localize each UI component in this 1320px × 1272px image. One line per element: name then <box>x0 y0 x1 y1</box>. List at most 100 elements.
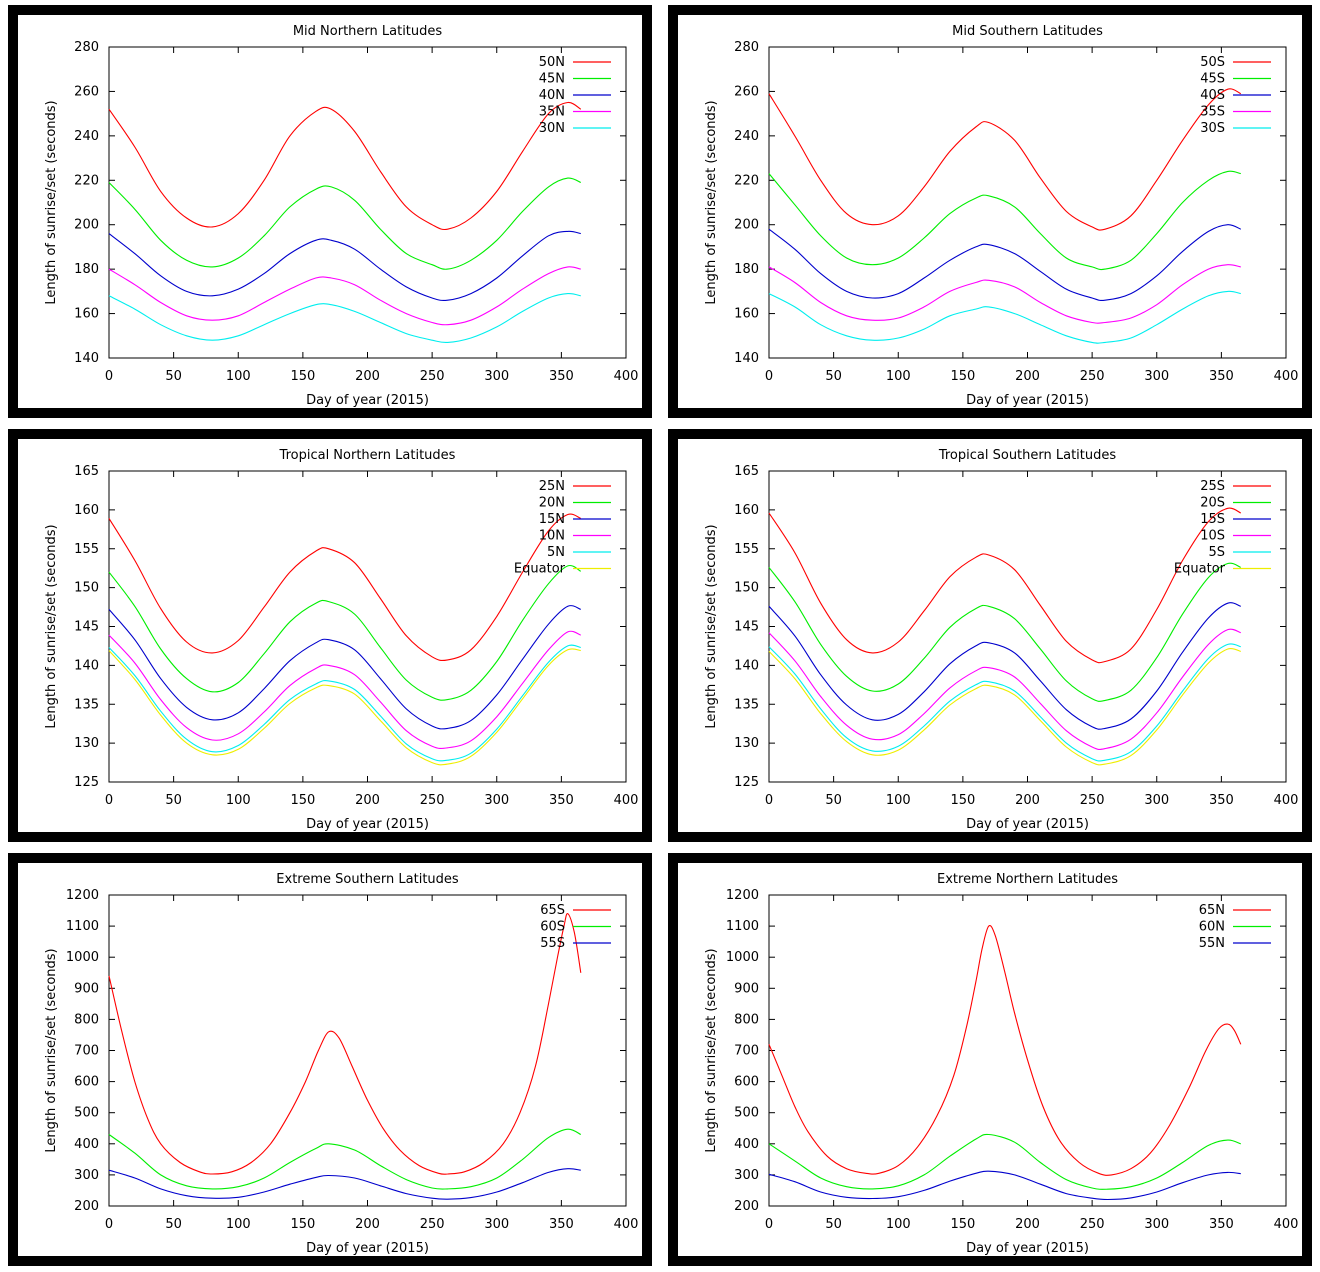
legend-label: 5S <box>1208 545 1225 560</box>
legend-label: 65S <box>540 903 565 918</box>
y-tick-label: 130 <box>74 736 99 751</box>
x-tick-label: 150 <box>290 1217 315 1232</box>
x-tick-label: 200 <box>355 793 380 808</box>
y-tick-label: 140 <box>734 658 759 673</box>
x-tick-label: 150 <box>950 369 975 384</box>
legend-label: 15N <box>539 512 565 527</box>
legend-label: 50S <box>1200 55 1225 70</box>
series-line-65s <box>108 913 582 1175</box>
y-tick-label: 280 <box>74 40 99 55</box>
y-axis-label: Length of sunrise/set (seconds) <box>704 524 719 728</box>
y-tick-label: 160 <box>74 503 99 518</box>
y-tick-label: 600 <box>74 1075 99 1090</box>
legend-label: 30S <box>1200 121 1225 136</box>
y-tick-label: 260 <box>74 84 99 99</box>
x-tick-label: 400 <box>614 1217 639 1232</box>
legend-label: Equator <box>514 562 566 577</box>
x-tick-label: 0 <box>765 369 773 384</box>
x-tick-label: 100 <box>226 793 251 808</box>
x-tick-label: 400 <box>1274 793 1299 808</box>
legend-label: 35N <box>539 105 565 120</box>
series-line-5n <box>108 644 581 762</box>
series-line-45s <box>768 170 1241 271</box>
legend-label: 50N <box>539 55 565 70</box>
series-line-20s <box>768 562 1242 702</box>
y-tick-label: 160 <box>734 307 759 322</box>
y-tick-label: 180 <box>74 262 99 277</box>
x-tick-label: 200 <box>1015 793 1040 808</box>
chart-panel-tropical-northern: Tropical Northern Latitudes 125 130 135 140 1… <box>8 429 652 842</box>
y-tick-label: 1200 <box>726 888 759 903</box>
y-tick-label: 155 <box>74 542 99 557</box>
x-tick-label: 300 <box>484 1217 509 1232</box>
y-axis-label: Length of sunrise/set (seconds) <box>44 100 59 304</box>
legend-label: 55S <box>540 936 565 951</box>
y-tick-label: 125 <box>74 775 99 790</box>
x-tick-label: 250 <box>1080 793 1105 808</box>
y-tick-label: 165 <box>74 464 99 479</box>
y-axis-label: Length of sunrise/set (seconds) <box>44 524 59 728</box>
legend-label: 55N <box>1199 936 1225 951</box>
series-line-50n <box>108 101 582 231</box>
y-tick-label: 600 <box>734 1075 759 1090</box>
x-tick-label: 100 <box>886 793 911 808</box>
x-tick-label: 400 <box>614 793 639 808</box>
x-tick-label: 50 <box>825 793 842 808</box>
y-tick-label: 400 <box>734 1137 759 1152</box>
x-tick-label: 150 <box>950 1217 975 1232</box>
series-line-20n <box>108 564 582 701</box>
x-tick-label: 50 <box>165 793 182 808</box>
chart-panel-mid-northern: Mid Northern Latitudes 140 160 180 200 220 240… <box>8 5 652 418</box>
legend-label: 20S <box>1200 496 1225 511</box>
legend-label: 40N <box>539 88 565 103</box>
chart-title: Mid Northern Latitudes <box>293 24 443 39</box>
legend-label: 60S <box>540 920 565 935</box>
x-tick-label: 150 <box>950 793 975 808</box>
y-axis-label: Length of sunrise/set (seconds) <box>704 948 719 1152</box>
series-line-50s <box>768 88 1242 231</box>
y-tick-label: 800 <box>734 1012 759 1027</box>
legend-label: 45N <box>539 72 565 87</box>
y-tick-label: 260 <box>734 84 759 99</box>
series-line-45n <box>108 177 582 270</box>
series-line-30n <box>108 293 581 344</box>
y-tick-label: 400 <box>74 1137 99 1152</box>
series-line-10n <box>108 630 582 750</box>
chart-title: Tropical Northern Latitudes <box>279 448 456 463</box>
chart-svg: Tropical Northern Latitudes 125 130 135 140 1… <box>44 448 639 832</box>
series-line-15n <box>108 605 581 730</box>
x-tick-label: 100 <box>226 369 251 384</box>
chart-title: Tropical Southern Latitudes <box>938 448 1117 463</box>
y-tick-label: 135 <box>74 697 99 712</box>
x-tick-label: 50 <box>165 1217 182 1232</box>
y-tick-label: 150 <box>734 581 759 596</box>
x-tick-label: 400 <box>614 369 639 384</box>
x-axis-label: Day of year (2015) <box>306 393 429 408</box>
x-tick-label: 350 <box>1209 369 1234 384</box>
y-tick-label: 220 <box>734 173 759 188</box>
y-tick-label: 1000 <box>66 950 99 965</box>
y-tick-label: 135 <box>734 697 759 712</box>
x-axis-label: Day of year (2015) <box>306 1241 429 1256</box>
y-tick-label: 155 <box>734 542 759 557</box>
y-tick-label: 140 <box>74 658 99 673</box>
y-tick-label: 200 <box>734 1199 759 1214</box>
legend-label: 35S <box>1200 105 1225 120</box>
chart-panel-mid-southern: Mid Southern Latitudes 140 160 180 200 220 240… <box>668 5 1312 418</box>
y-tick-label: 300 <box>734 1168 759 1183</box>
series-line-55n <box>768 1170 1241 1201</box>
y-tick-label: 160 <box>74 307 99 322</box>
legend-label: 10N <box>539 529 565 544</box>
y-tick-label: 220 <box>74 173 99 188</box>
x-tick-label: 0 <box>765 793 773 808</box>
series-line-equator <box>768 647 1241 766</box>
series-line-40n <box>108 230 581 302</box>
y-tick-label: 130 <box>734 736 759 751</box>
y-tick-label: 200 <box>74 1199 99 1214</box>
y-tick-label: 300 <box>74 1168 99 1183</box>
y-tick-label: 700 <box>74 1044 99 1059</box>
y-axis-label: Length of sunrise/set (seconds) <box>44 948 59 1152</box>
y-tick-label: 500 <box>74 1106 99 1121</box>
x-tick-label: 0 <box>765 1217 773 1232</box>
legend-label: 60N <box>1199 920 1225 935</box>
